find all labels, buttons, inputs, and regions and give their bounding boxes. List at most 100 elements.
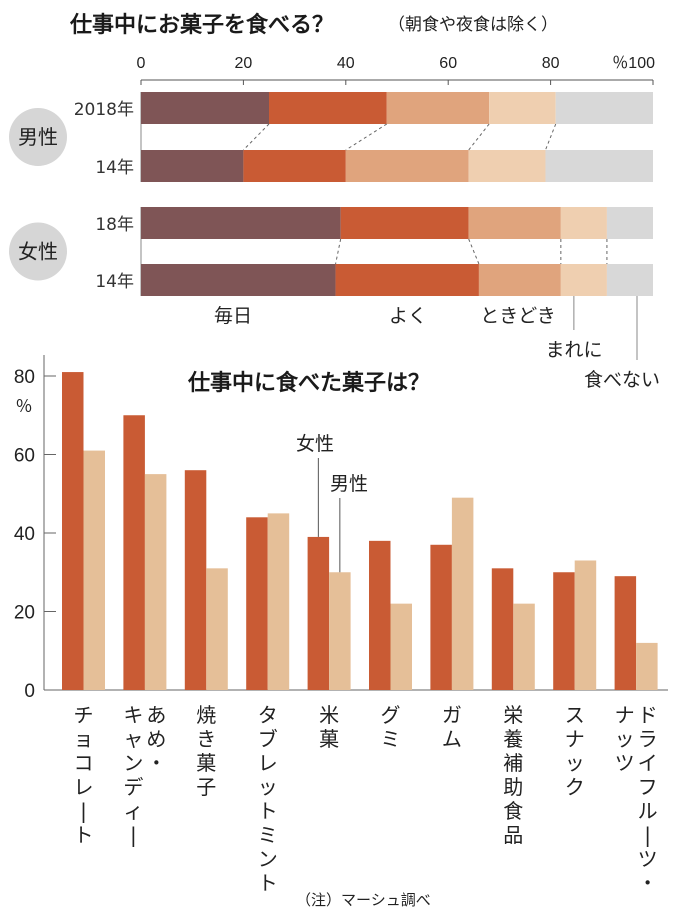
stacked-chart: 仕事中にお菓子を食べる？ （朝食や夜食は除く） 0 20 40 60 80 ％100 男性… (9, 12, 660, 391)
gender-label: 女性 (18, 240, 58, 264)
category-label-char: ィ (123, 799, 143, 823)
stacked-chart-subtitle: （朝食や夜食は除く） (388, 15, 558, 35)
category-label-char: デ (123, 775, 143, 799)
y-tick-label: 40 (14, 524, 35, 545)
bar-female (184, 470, 207, 690)
top-tick-label: 0 (137, 55, 146, 72)
segment-label: まれに (545, 339, 602, 361)
year-label: 14年 (95, 158, 134, 178)
category-label-char: ・ (638, 871, 658, 895)
category-label-char: 菓 (196, 751, 216, 775)
source-note: （注）マーシュ調べ (296, 891, 431, 909)
year-label: 2018年 (74, 100, 134, 120)
change-connector (468, 238, 480, 265)
category-label-char: ン (258, 847, 278, 871)
category-labels: チョコレ|トチョコレートあめ・あめ・キャンディ|キャンディー焼き菓子焼き菓子タブ… (74, 703, 658, 895)
top-x-axis: 0 20 40 60 80 ％100 (137, 55, 655, 85)
bar-male (267, 513, 290, 690)
segment-5 (606, 207, 653, 239)
category-label-char: ト (74, 823, 94, 847)
category-label-char: ブ (258, 727, 278, 751)
bar-male (513, 603, 535, 690)
bar-female (491, 568, 514, 690)
top-tick-label: 20 (235, 55, 253, 72)
segment-2 (243, 150, 346, 182)
y-axis: 0 20 40 60 80 ％ (14, 355, 668, 702)
category-label-char: ド (638, 703, 658, 727)
category-label-char: チ (74, 703, 94, 727)
gender-label: 男性 (18, 125, 58, 149)
segment-label: 毎日 (214, 305, 252, 327)
category-label-char: 米 (319, 703, 339, 727)
category-label-char: レ (74, 775, 94, 799)
segment-3 (386, 92, 490, 124)
category-label-char: ナ (615, 703, 635, 727)
segment-1 (141, 264, 336, 296)
bar-female (62, 372, 84, 690)
y-unit-label: ％ (16, 397, 33, 416)
bar-male (206, 568, 228, 690)
segment-1 (141, 207, 341, 239)
change-connector (243, 123, 270, 151)
segment-1 (141, 92, 269, 124)
bar-female (553, 572, 575, 690)
bar-male (329, 572, 351, 690)
legend-male: 男性 (330, 473, 368, 495)
category-label-char: 補 (503, 751, 523, 775)
category-label-char: グ (381, 703, 401, 727)
segment-label: ときどき (480, 305, 555, 327)
y-tick-label: 60 (14, 446, 35, 467)
bar-male (574, 560, 597, 690)
segment-label: 食べない (584, 369, 660, 391)
segment-2 (335, 264, 479, 296)
top-tick-label: 60 (439, 55, 457, 72)
category-label-char: き (196, 727, 216, 751)
grouped-bars (62, 372, 658, 690)
category-label-char: あ (146, 703, 166, 727)
segment-3 (468, 207, 561, 239)
y-tick-label: 0 (24, 681, 35, 702)
category-label-char: 養 (503, 727, 523, 751)
category-label-char: コ (74, 751, 94, 775)
category-label-char: ナ (565, 727, 585, 751)
bar-female (369, 540, 391, 690)
segment-1 (141, 150, 244, 182)
category-label-char: ッ (565, 751, 585, 775)
y-tick-label: 80 (14, 367, 35, 388)
bar-female (246, 517, 268, 690)
bar-male (390, 603, 412, 690)
bar-female (123, 415, 145, 690)
category-label-char: ョ (74, 727, 94, 751)
change-connector (345, 123, 388, 151)
segment-5 (606, 264, 653, 296)
change-connector (545, 123, 557, 151)
category-label-char: 食 (503, 799, 523, 823)
segment-5 (555, 92, 653, 124)
segment-5 (545, 150, 653, 182)
segment-4 (560, 207, 607, 239)
bar-male (144, 474, 167, 690)
bar-male (83, 450, 105, 690)
category-label-char: | (130, 823, 137, 847)
category-label-char: ト (258, 871, 278, 895)
category-label-char: ・ (146, 751, 166, 775)
year-label: 18年 (95, 215, 134, 235)
gender-circle (9, 222, 67, 281)
category-label-char: タ (258, 703, 278, 727)
bar-chart-title: 仕事中に食べた菓子は？ (187, 370, 430, 396)
category-label-char: 品 (503, 823, 523, 847)
category-label-char: キ (123, 703, 143, 727)
category-label-char: 子 (196, 775, 216, 799)
category-label-char: ミ (381, 727, 401, 751)
top-tick-label: 40 (337, 55, 355, 72)
category-label-char: ッ (615, 727, 635, 751)
category-label-char: | (644, 823, 651, 847)
bar-female (307, 536, 330, 690)
segment-3 (345, 150, 469, 182)
category-label-char: ガ (442, 703, 462, 727)
